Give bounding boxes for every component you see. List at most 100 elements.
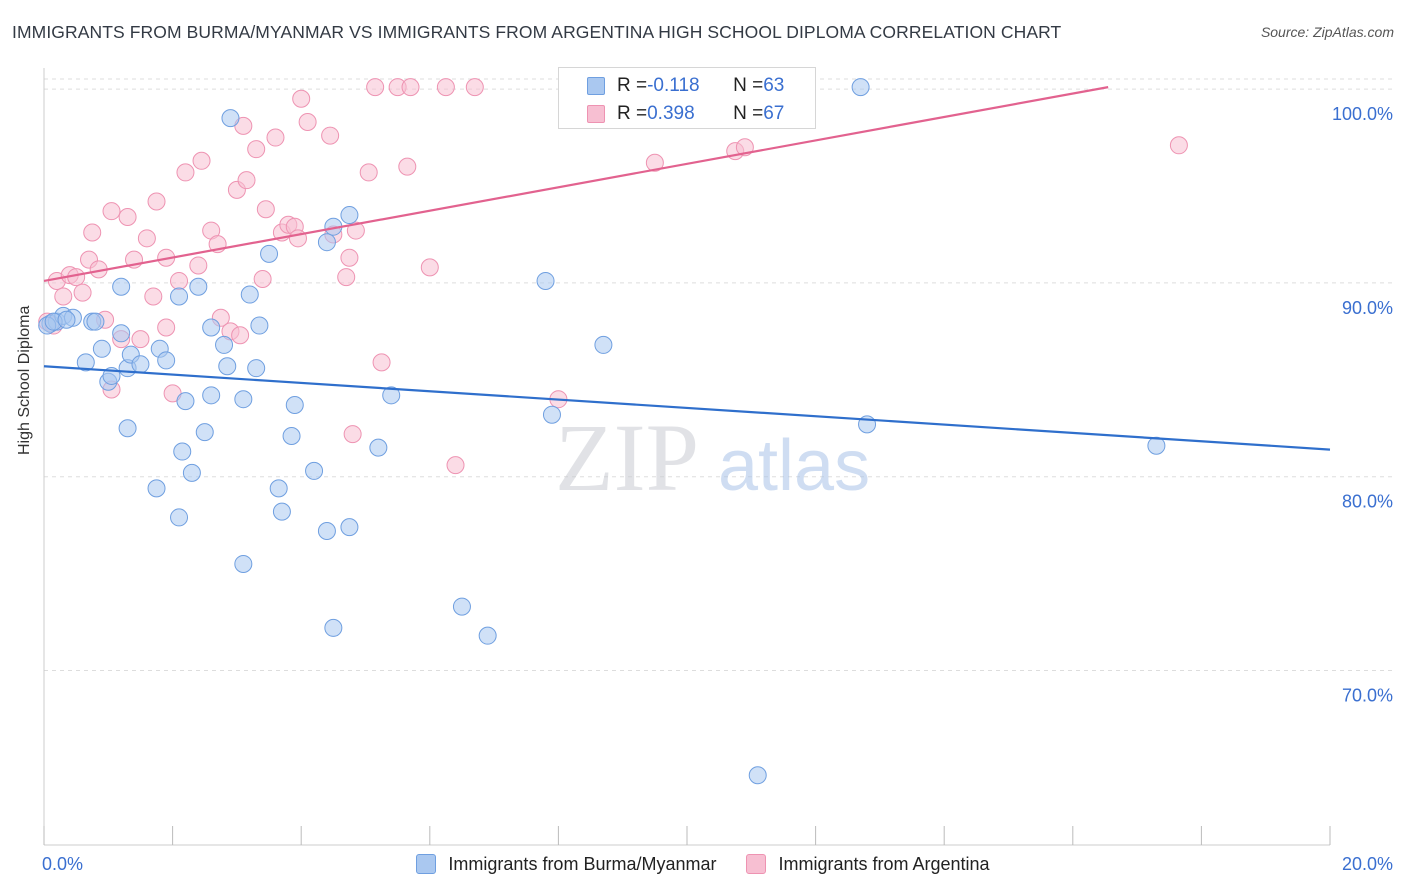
argentina-point	[147, 192, 166, 211]
y-tick-label: 90.0%	[1342, 298, 1393, 318]
legend-item-burma[interactable]: Immigrants from Burma/Myanmar	[416, 854, 716, 875]
burma-point	[118, 419, 137, 438]
burma-point	[218, 357, 237, 376]
argentina-n-value: 67	[763, 103, 785, 124]
burma-point	[221, 109, 240, 128]
burma-point	[170, 508, 189, 527]
argentina-point	[54, 287, 73, 306]
burma-point	[173, 442, 192, 461]
burma-point	[86, 312, 105, 331]
burma-point	[851, 78, 870, 97]
x-tick-label-start: 0.0%	[42, 854, 83, 874]
chart-title: IMMIGRANTS FROM BURMA/MYANMAR VS IMMIGRA…	[12, 22, 1062, 42]
legend-burma-swatch-icon	[416, 854, 437, 874]
burma-point	[131, 355, 150, 374]
burma-point	[112, 324, 131, 343]
burma-point	[157, 351, 176, 370]
argentina-point	[337, 268, 356, 287]
argentina-point	[288, 229, 307, 248]
burma-point	[317, 522, 336, 540]
legend-argentina-label: Immigrants from Argentina	[778, 853, 990, 874]
burma-point	[382, 386, 401, 405]
stats-row-argentina: R = 0.398 N = 67	[559, 100, 784, 128]
argentina-point	[420, 258, 439, 277]
legend-burma-label: Immigrants from Burma/Myanmar	[448, 853, 717, 874]
burma-point	[1147, 436, 1166, 455]
burma-point	[369, 438, 388, 457]
argentina-point	[292, 89, 311, 108]
argentina-point	[343, 425, 362, 444]
stats-row-burma: R = -0.118 N = 63	[559, 72, 784, 100]
burma-point	[215, 335, 234, 354]
argentina-point	[266, 128, 285, 147]
burma-point	[202, 386, 221, 405]
burma-point	[260, 244, 279, 263]
burma-point	[76, 353, 95, 372]
burma-point	[247, 359, 266, 378]
burma-point	[305, 461, 324, 480]
burma-n-value: 63	[763, 75, 785, 96]
argentina-point	[237, 171, 256, 190]
burma-point	[92, 339, 111, 358]
burma-point	[112, 277, 131, 296]
argentina-point	[83, 223, 102, 242]
burma-point	[536, 271, 555, 290]
argentina-point	[372, 353, 391, 372]
burma-point	[340, 206, 359, 225]
argentina-point	[446, 456, 465, 475]
source-label: Source: ZipAtlas.com	[1260, 24, 1394, 40]
argentina-trend-line	[43, 86, 1109, 283]
y-tick-label: 70.0%	[1342, 686, 1393, 706]
argentina-point	[118, 208, 137, 226]
argentina-point	[253, 270, 272, 289]
burma-point	[282, 427, 301, 446]
argentina-point	[137, 229, 156, 248]
stats-box: R = -0.118 N = 63 R = 0.398 N = 67	[558, 67, 816, 129]
burma-n-label: N =	[733, 75, 764, 96]
grid-lines	[44, 78, 1392, 672]
y-axis-label: High School Diploma	[16, 305, 33, 455]
burma-point	[452, 597, 471, 616]
argentina-swatch-icon	[587, 105, 605, 123]
argentina-point	[131, 330, 150, 349]
legend: Immigrants from Burma/Myanmar Immigrants…	[0, 851, 1406, 877]
y-tick-label: 100.0%	[1332, 104, 1393, 124]
argentina-point	[247, 140, 266, 159]
burma-point	[285, 396, 304, 415]
argentina-point	[401, 78, 420, 97]
argentina-r-label: R =	[617, 103, 648, 124]
argentina-point	[340, 248, 359, 267]
argentina-point	[645, 153, 664, 172]
argentina-point	[170, 271, 189, 290]
argentina-point	[1169, 136, 1188, 155]
burma-point	[147, 479, 166, 498]
burma-point	[195, 423, 214, 442]
burma-point	[189, 277, 208, 296]
axes	[43, 68, 1331, 846]
watermark-zip: ZIP	[555, 404, 699, 511]
x-tick-label-end: 20.0%	[1342, 854, 1393, 874]
argentina-point	[176, 163, 195, 182]
burma-point	[478, 626, 497, 645]
argentina-point	[192, 151, 211, 170]
burma-point	[272, 502, 291, 521]
burma-trend-line	[43, 365, 1331, 451]
argentina-point	[231, 326, 250, 345]
argentina-point	[256, 200, 275, 219]
argentina-point	[144, 287, 163, 306]
burma-point	[340, 518, 359, 537]
burma-point	[202, 318, 221, 337]
legend-argentina-swatch-icon	[746, 854, 767, 874]
y-tick-label: 80.0%	[1342, 492, 1393, 512]
argentina-point	[346, 221, 365, 240]
trend-lines	[43, 86, 1331, 451]
argentina-point	[321, 126, 340, 145]
burma-point	[176, 392, 195, 411]
legend-item-argentina[interactable]: Immigrants from Argentina	[746, 853, 990, 875]
burma-point	[57, 310, 76, 329]
burma-point	[317, 233, 336, 252]
burma-point	[542, 405, 561, 424]
argentina-point	[366, 78, 385, 97]
burma-r-label: R =	[617, 75, 648, 96]
